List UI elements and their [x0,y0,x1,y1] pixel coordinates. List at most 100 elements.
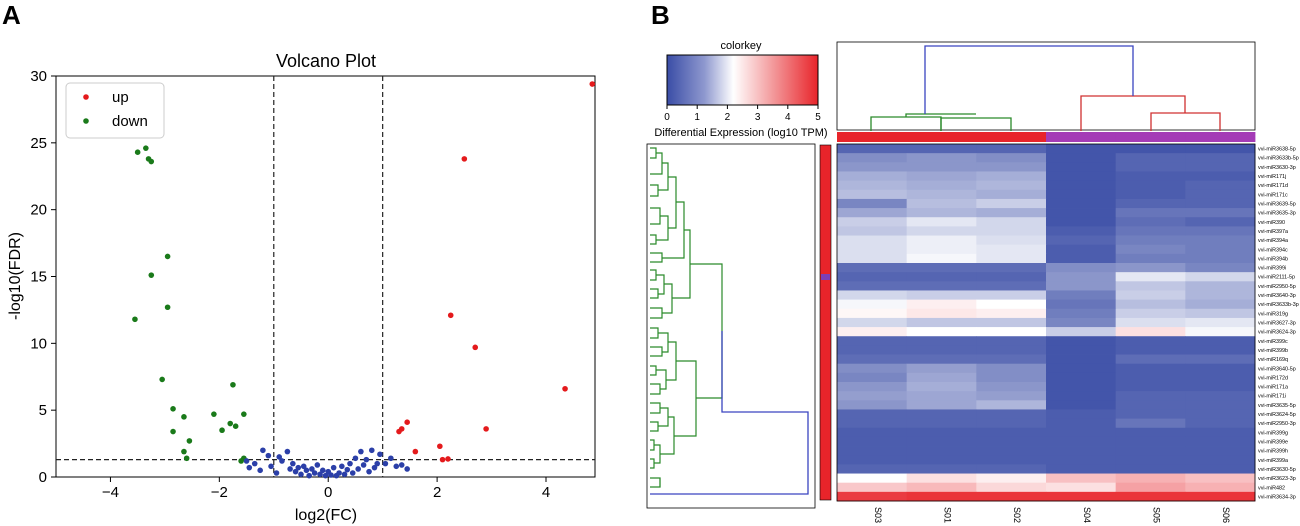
heatmap-cell [906,198,977,209]
heatmap-cell [906,272,977,282]
heatmap-cell [906,372,977,383]
point-down [148,158,155,165]
heatmap-cell [1185,308,1256,319]
heatmap-cell [1115,244,1186,255]
row-dendro-branch [650,346,663,357]
heatmap-cell [976,180,1047,191]
heatmap-cell [837,153,908,163]
heatmap-cell [1185,391,1256,401]
heatmap-cell [837,162,908,172]
heatmap-cell [1046,345,1117,355]
row-label: vvi-miR399i [1258,266,1286,272]
heatmap-cell [906,345,977,355]
heatmap-cell [837,345,908,355]
point-up [447,312,454,319]
x-tick-label: −2 [211,484,228,501]
y-tick-label: 20 [30,202,47,219]
row-label: vvi-miR3635-3p [1258,211,1296,217]
heatmap-cell [976,272,1047,282]
heatmap-cell [837,281,908,291]
threshold-lines [56,76,595,477]
heatmap-cell [1115,491,1186,502]
heatmap-cell [1115,226,1186,236]
heatmap-cell [1046,198,1117,209]
heatmap-cell [906,491,977,502]
heatmap-cell [1185,354,1256,365]
heatmap-cell [1185,253,1256,264]
row-label: vvi-miR3638-5p [1258,147,1296,153]
volcano-plot: Volcano Plot −4 −2 0 2 4 0 5 10 15 20 25 30 log2(F… [7,51,596,524]
heatmap-cell [1046,473,1117,484]
heatmap-cell [1115,363,1186,374]
heatmap-cell [837,418,908,429]
column-label: S03 [873,507,883,523]
panel-a-label: A [2,0,21,30]
row-label: vvi-miR3640-5p [1258,366,1296,372]
row-label: vvi-miR394a [1258,238,1288,244]
heatmap-cell [1115,400,1186,410]
heatmap-column-labels: S03 S01 S02 S04 S05 S06 [873,507,1231,523]
colorkey-tick-label: 3 [755,112,761,123]
heatmap-cell [1185,208,1256,218]
heatmap-cell [976,455,1047,465]
point-down [148,272,155,278]
heatmap-cell [976,208,1047,218]
point-ns [341,471,348,478]
point-down [143,145,149,151]
point-up [439,456,446,463]
volcano-points [132,81,596,479]
col-dendro-s05-s06 [1150,112,1221,131]
heatmap-cell [906,162,977,172]
row-label: vvi-miR394c [1258,247,1288,253]
heatmap-cell [976,391,1047,401]
heatmap-cell [1185,153,1256,163]
heatmap-cell [976,446,1047,456]
heatmap-cell [906,153,977,163]
row-dendro-branch [650,252,663,263]
column-label: S06 [1221,507,1231,523]
heatmap-cell [837,464,908,474]
column-group-cell [906,132,977,142]
heatmap-cell [1046,308,1117,319]
heatmap-cell [976,308,1047,319]
column-group-cell [1185,132,1256,142]
row-dendro-branch [650,439,655,451]
heatmap-cell [837,455,908,465]
row-label: vvi-miR3624-3p [1258,330,1296,336]
point-down [186,438,193,444]
row-dendro-branch [650,288,659,299]
heatmap-cell [976,299,1047,310]
heatmap-cell [837,482,908,493]
heatmap-cell [976,382,1047,392]
heatmap-cell [976,427,1047,438]
legend-up-label: up [112,89,129,106]
heatmap-cell [837,491,908,502]
heatmap-cell [976,244,1047,255]
heatmap-cell [976,409,1047,420]
heatmap-cell [976,226,1047,236]
column-group-cell [976,132,1047,142]
y-tick-label: 10 [30,335,47,352]
heatmap-cell [837,208,908,218]
heatmap-cell [906,382,977,392]
heatmap-cell [1185,345,1256,355]
heatmap-cell [837,144,908,154]
heatmap-cell [837,327,908,337]
y-tick-label: 5 [39,402,47,419]
heatmap-cell [837,436,908,447]
heatmap-cell [1115,153,1186,163]
heatmap-cell [906,391,977,401]
point-ns [243,458,250,464]
column-group-cell [1046,132,1117,142]
point-up [483,426,489,432]
row-label: vvi-miR171c [1258,192,1288,198]
heatmap-cell [906,336,977,346]
heatmap-cell [1046,391,1117,401]
volcano-title: Volcano Plot [276,51,376,71]
heatmap-cell [1115,455,1186,465]
heatmap-cell [1046,446,1117,456]
heatmap-panel: colorkey 0 1 2 3 4 5 Differential Expression … [646,40,1299,523]
point-ns [374,460,381,467]
heatmap-cell [1046,418,1117,429]
row-label: vvi-miR171j [1258,174,1286,180]
